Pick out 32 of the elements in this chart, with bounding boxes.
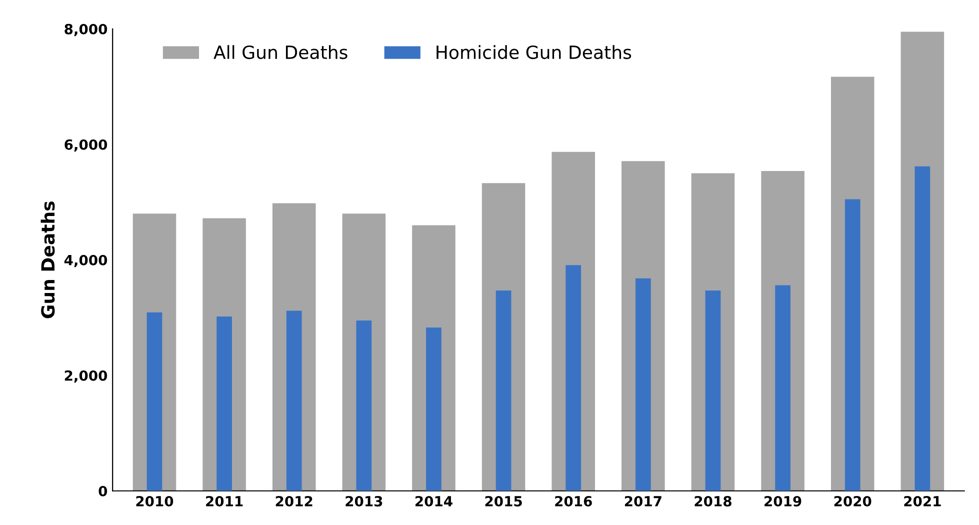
y-tick-label: 6,000 [64,139,108,152]
y-tick-label: 2,000 [64,370,108,383]
bar [844,199,860,491]
bar [286,310,302,491]
y-axis-title: Gun Deaths [40,202,55,318]
bar [566,265,582,491]
x-tick-label: 2018 [694,496,732,506]
bar [216,316,232,491]
y-tick-label: 4,000 [64,254,108,268]
bar [775,285,790,491]
bar [705,290,721,491]
x-tick-label: 2017 [624,496,662,506]
x-tick-label: 2019 [764,496,802,506]
x-tick-label: 2011 [206,496,243,506]
x-tick-label: 2013 [346,496,382,506]
x-tick-label: 2016 [555,496,592,506]
y-tick-label: 8,000 [64,24,108,36]
y-tick-label: 0 [98,486,108,496]
x-tick-label: 2014 [416,496,452,506]
legend-label: All Gun Deaths [214,45,348,60]
bar [146,312,162,491]
x-tick-label: 2020 [834,496,872,506]
x-tick-label: 2021 [904,496,941,506]
bar [635,278,651,491]
x-tick-label: 2010 [136,496,174,506]
legend-label: Homicide Gun Deaths [436,45,632,60]
bar [426,327,442,491]
bar [496,290,512,491]
bar [914,166,930,491]
x-tick-label: 2015 [485,496,522,506]
x-tick-label: 2012 [276,496,312,506]
bar [356,320,372,491]
